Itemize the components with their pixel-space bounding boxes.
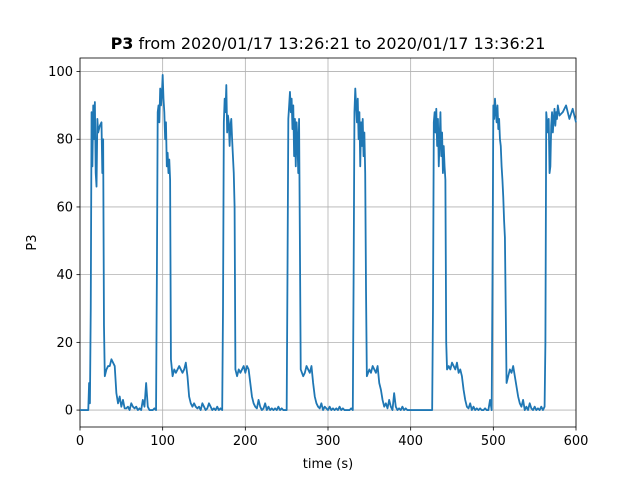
x-tick-label: 300 bbox=[316, 434, 341, 449]
y-tick-label: 40 bbox=[56, 268, 73, 283]
y-tick-label: 60 bbox=[56, 200, 73, 215]
y-axis-label: P3 bbox=[25, 234, 40, 250]
x-tick-label: 600 bbox=[564, 434, 589, 449]
x-tick-label: 400 bbox=[398, 434, 423, 449]
series-line-p3 bbox=[80, 74, 577, 411]
x-tick-label: 0 bbox=[76, 434, 84, 449]
y-tick-label: 0 bbox=[65, 404, 73, 419]
chart-title: P3 from 2020/01/17 13:26:21 to 2020/01/1… bbox=[111, 34, 546, 53]
x-tick-label: 500 bbox=[481, 434, 506, 449]
x-tick-label: 100 bbox=[150, 434, 175, 449]
chart-title-bold: P3 bbox=[111, 34, 134, 53]
y-tick-label: 80 bbox=[56, 133, 73, 148]
x-tick-label: 200 bbox=[233, 434, 258, 449]
axis-ticks: 0 100 200 300 400 500 600 0 20 40 60 80 100 bbox=[48, 65, 588, 449]
y-tick-label: 100 bbox=[48, 65, 73, 80]
x-axis-label: time (s) bbox=[303, 457, 353, 472]
y-tick-label: 20 bbox=[56, 336, 73, 351]
chart-title-rest: from 2020/01/17 13:26:21 to 2020/01/17 1… bbox=[133, 34, 545, 53]
